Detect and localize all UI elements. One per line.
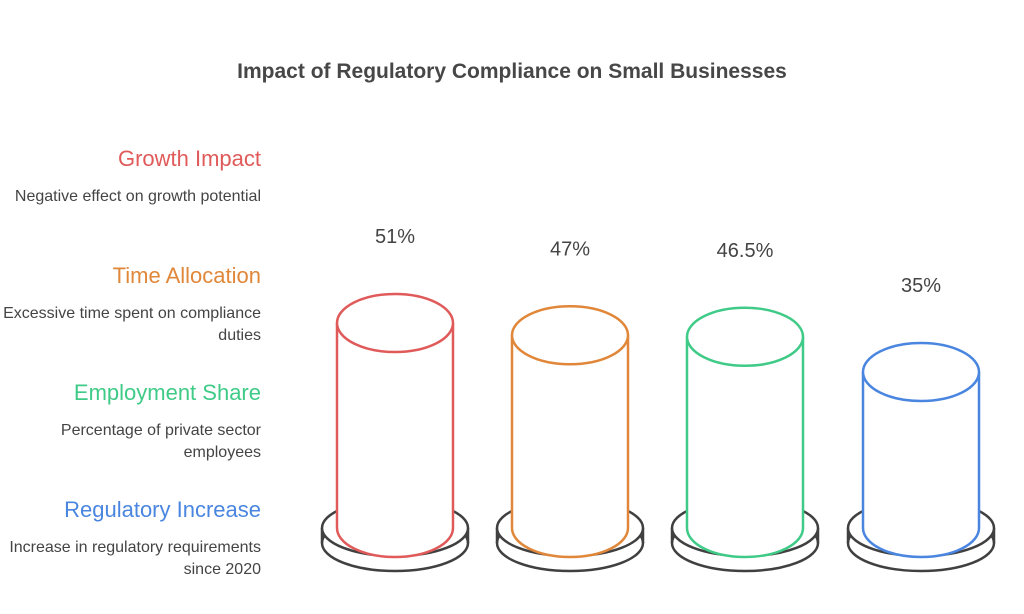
cylinder-top (861, 341, 981, 403)
bar-2: 47% (495, 238, 645, 573)
legend-description: Increase in regulatory requirements sinc… (9, 539, 261, 578)
legend-label: Growth Impact (117, 146, 261, 171)
cylinder-body (685, 336, 805, 559)
legend-description: Percentage of private sector employees (60, 422, 261, 461)
legend-label: Employment Share (73, 380, 261, 405)
legend-item-employment-share: Employment Share Percentage of private s… (1, 380, 261, 464)
cylinder-top (335, 292, 455, 354)
value-label: 46.5% (717, 240, 774, 262)
legend-item-time-allocation: Time Allocation Excessive time spent on … (1, 263, 261, 347)
value-label: 35% (901, 275, 941, 297)
bar-1: 51% (320, 226, 470, 573)
legend-item-growth-impact: Growth Impact Negative effect on growth … (1, 146, 261, 208)
value-label: 47% (550, 238, 590, 260)
cylinder-body (510, 335, 630, 559)
legend-item-regulatory-increase: Regulatory Increase Increase in regulato… (1, 497, 261, 581)
bar-4: 35% (846, 275, 996, 573)
bar-3: 46.5% (670, 240, 820, 573)
cylinder-top (685, 306, 805, 368)
legend-label: Regulatory Increase (64, 497, 261, 522)
legend-label: Time Allocation (112, 263, 261, 288)
value-label: 51% (375, 226, 415, 248)
cylinder-fill (863, 372, 979, 557)
cylinder-top (510, 305, 630, 366)
cylinder-fill (512, 335, 628, 557)
cylinder-body (861, 372, 981, 559)
cylinder-fill (337, 323, 453, 557)
cylinder-body (335, 323, 455, 559)
legend-description: Negative effect on growth potential (14, 188, 261, 205)
cylinder-fill (687, 336, 803, 557)
legend-description: Excessive time spent on compliance dutie… (3, 305, 261, 344)
chart-title: Impact of Regulatory Compliance on Small… (237, 60, 787, 83)
